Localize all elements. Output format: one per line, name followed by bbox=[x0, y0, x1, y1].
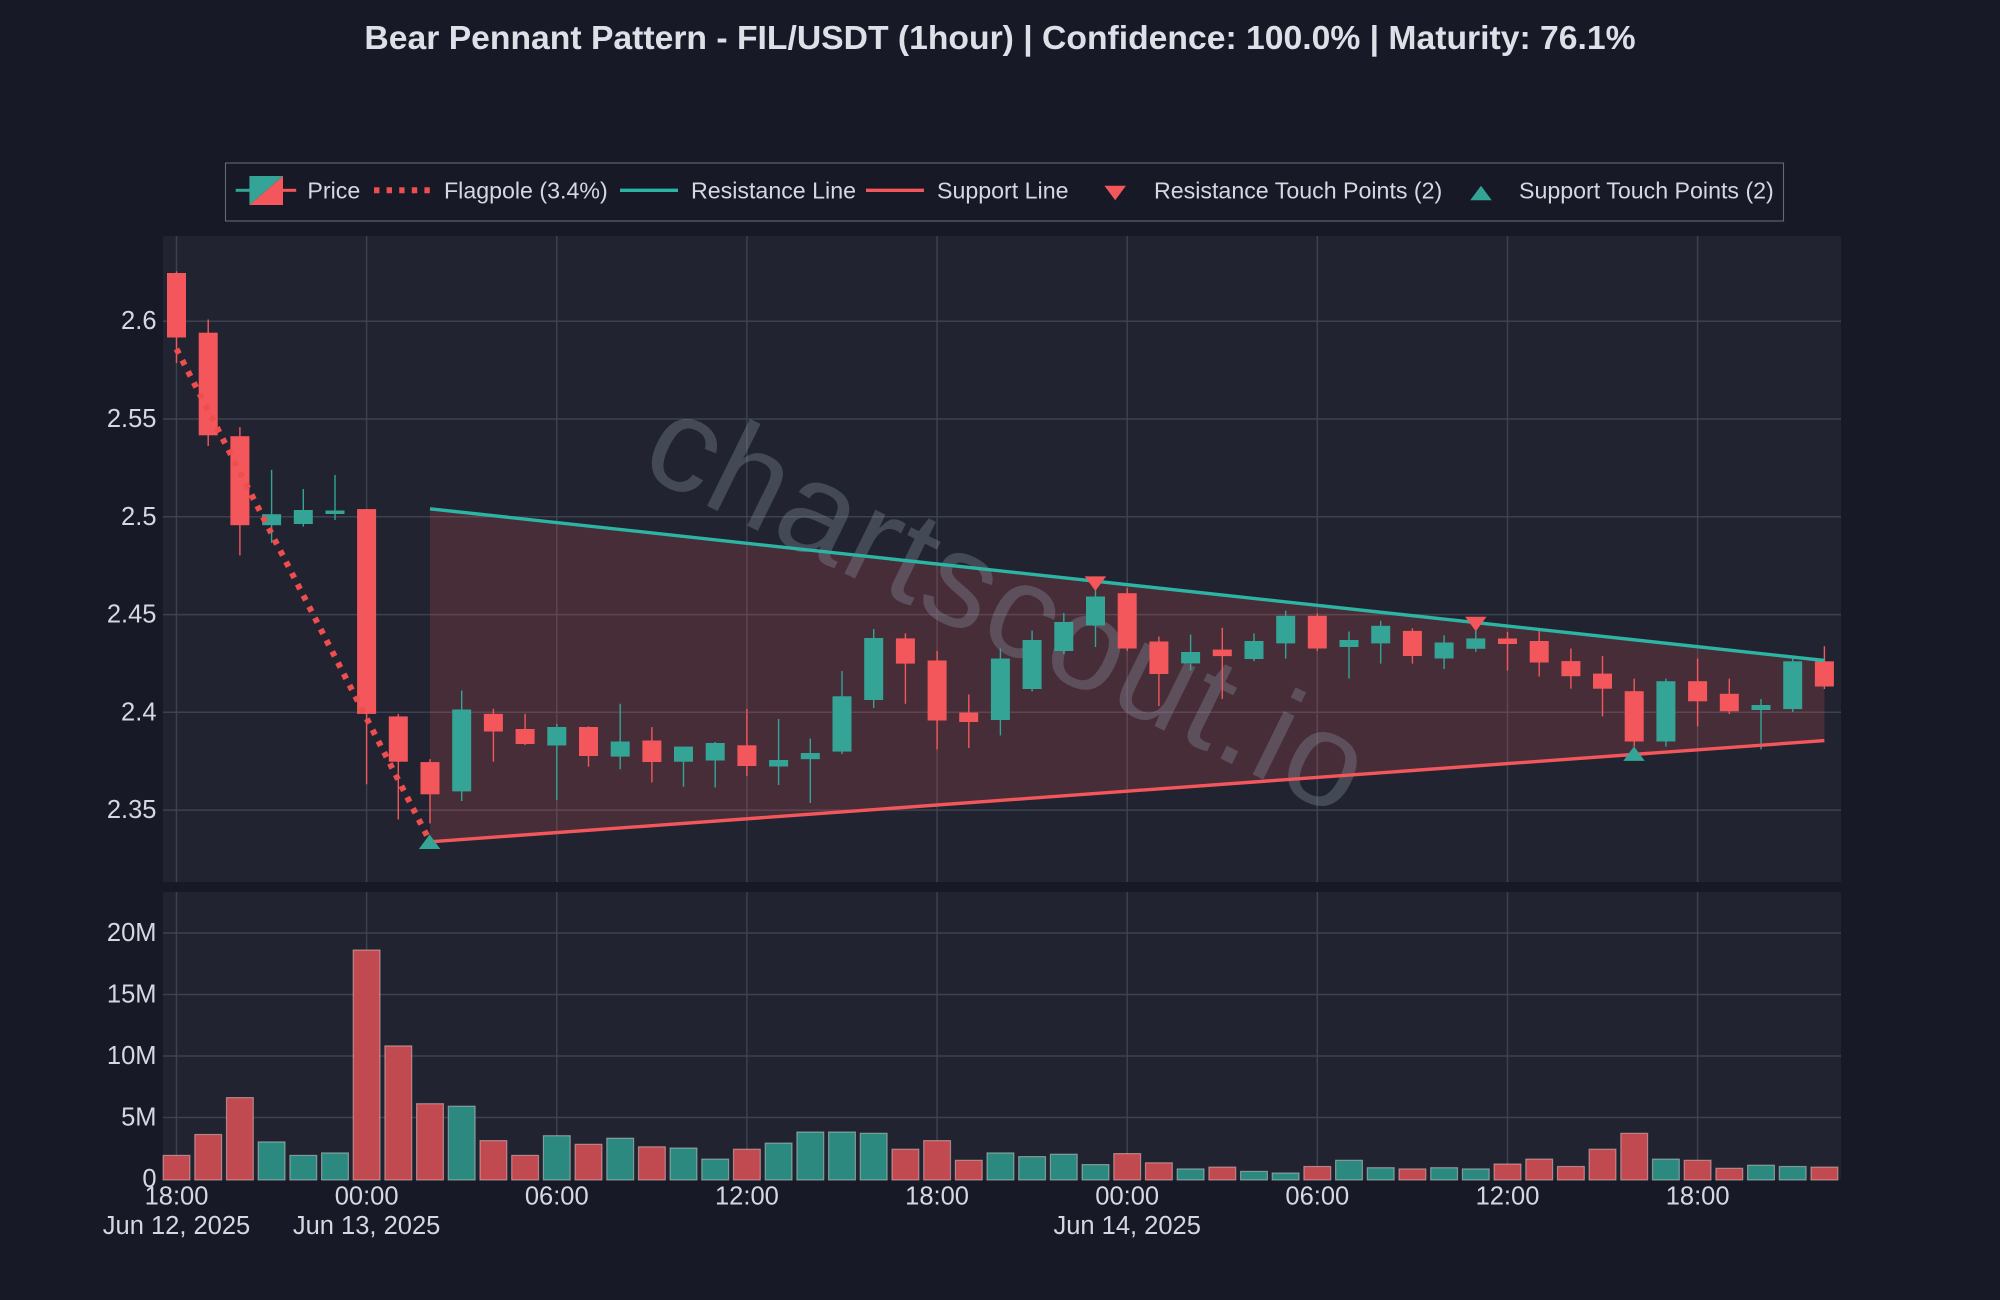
svg-text:Jun 13, 2025: Jun 13, 2025 bbox=[293, 1212, 440, 1240]
svg-text:5M: 5M bbox=[121, 1104, 156, 1132]
svg-text:12:00: 12:00 bbox=[1476, 1183, 1540, 1211]
svg-text:Resistance Line: Resistance Line bbox=[691, 177, 856, 203]
svg-text:06:00: 06:00 bbox=[1285, 1183, 1349, 1211]
svg-text:2.55: 2.55 bbox=[107, 405, 157, 433]
svg-text:2.5: 2.5 bbox=[121, 503, 156, 531]
svg-text:0: 0 bbox=[142, 1165, 156, 1193]
svg-text:2.4: 2.4 bbox=[121, 698, 156, 726]
svg-text:Jun 14, 2025: Jun 14, 2025 bbox=[1053, 1212, 1200, 1240]
svg-text:00:00: 00:00 bbox=[1095, 1183, 1159, 1211]
svg-text:00:00: 00:00 bbox=[335, 1183, 399, 1211]
svg-text:2.45: 2.45 bbox=[107, 601, 157, 629]
svg-text:Price: Price bbox=[307, 177, 360, 203]
svg-text:Resistance Touch Points (2): Resistance Touch Points (2) bbox=[1154, 177, 1442, 203]
svg-text:18:00: 18:00 bbox=[145, 1183, 209, 1211]
svg-text:Bear Pennant Pattern - FIL/USD: Bear Pennant Pattern - FIL/USDT (1hour) … bbox=[364, 19, 1635, 57]
svg-text:12:00: 12:00 bbox=[715, 1183, 779, 1211]
svg-text:06:00: 06:00 bbox=[525, 1183, 589, 1211]
svg-text:20M: 20M bbox=[107, 919, 157, 947]
svg-text:Support Line: Support Line bbox=[937, 177, 1069, 203]
svg-text:18:00: 18:00 bbox=[905, 1183, 969, 1211]
svg-text:Support Touch Points (2): Support Touch Points (2) bbox=[1519, 177, 1774, 203]
svg-text:15M: 15M bbox=[107, 981, 157, 1009]
svg-text:10M: 10M bbox=[107, 1042, 157, 1070]
svg-text:18:00: 18:00 bbox=[1666, 1183, 1730, 1211]
svg-text:2.35: 2.35 bbox=[107, 796, 157, 824]
svg-text:2.6: 2.6 bbox=[121, 307, 156, 335]
svg-text:Flagpole (3.4%): Flagpole (3.4%) bbox=[444, 177, 608, 203]
svg-text:Jun 12, 2025: Jun 12, 2025 bbox=[103, 1212, 250, 1240]
